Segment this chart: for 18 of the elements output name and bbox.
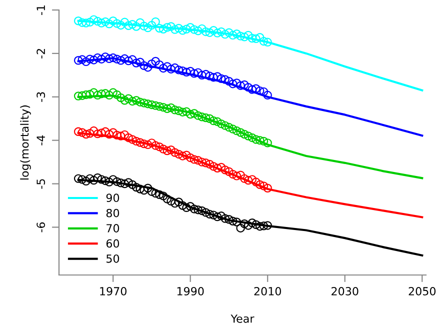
y-tick-label: -2 — [36, 49, 45, 58]
x-tick-label: 2030 — [332, 287, 358, 296]
y-tick-label: -1 — [36, 5, 45, 15]
x-tick-label: 1970 — [100, 287, 126, 296]
y-tick-label: -5 — [36, 179, 46, 189]
y-tick-label: -3 — [36, 92, 46, 102]
legend-label: 60 — [106, 239, 120, 248]
x-axis-title: Year — [230, 314, 254, 323]
y-axis-title: log(mortality) — [20, 105, 31, 180]
legend-label: 80 — [106, 208, 120, 218]
legend-label: 70 — [106, 224, 120, 232]
legend-label: 90 — [106, 194, 120, 202]
x-tick-label: 2010 — [254, 287, 282, 296]
y-tick-label: -4 — [36, 135, 45, 146]
x-tick-label: 2050 — [408, 287, 436, 296]
legend-label: 50 — [106, 254, 120, 263]
x-tick-label: 1990 — [177, 287, 204, 296]
y-tick-label: -6 — [36, 222, 46, 232]
